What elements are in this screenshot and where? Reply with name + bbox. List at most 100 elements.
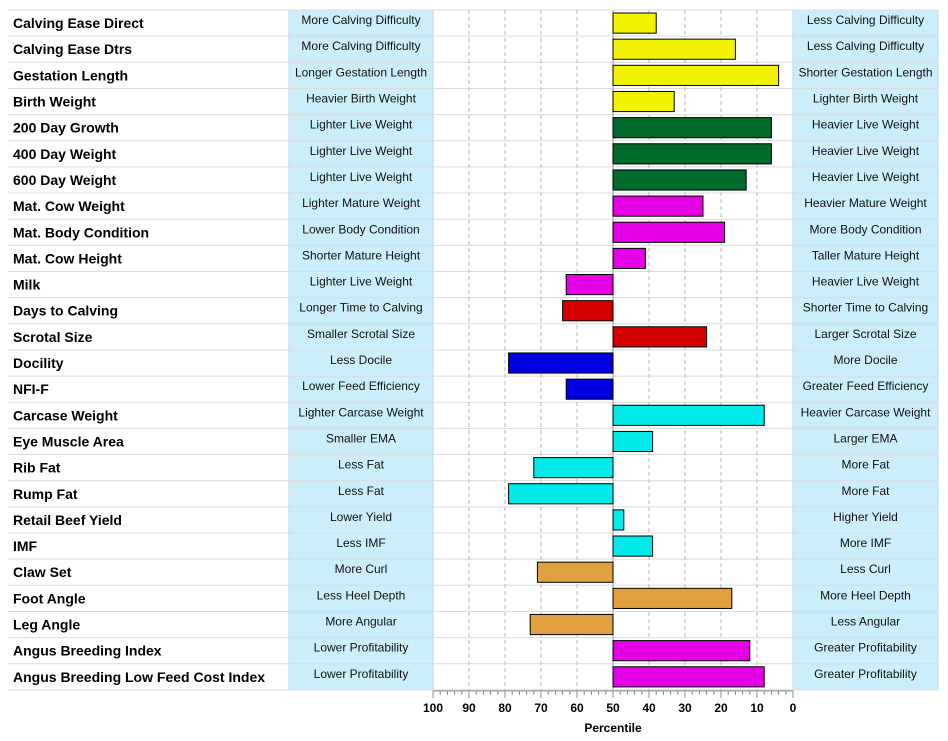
high-descriptor: Heavier Live Weight (812, 170, 920, 184)
high-descriptor: More Fat (841, 458, 890, 472)
bar (565, 378, 614, 400)
high-descriptor: More IMF (840, 536, 891, 550)
trait-label: Mat. Cow Weight (13, 198, 125, 214)
low-descriptor: Longer Gestation Length (295, 65, 427, 79)
bar (612, 326, 708, 348)
low-descriptor: Lighter Mature Weight (302, 196, 421, 210)
low-descriptor: More Angular (325, 615, 396, 629)
low-descriptor: Less Fat (338, 484, 385, 498)
high-descriptor: More Heel Depth (820, 588, 911, 602)
trait-label: Foot Angle (13, 590, 86, 606)
high-descriptor: More Fat (841, 484, 890, 498)
trait-label: Scrotal Size (13, 329, 93, 345)
bar (562, 300, 614, 322)
bar (612, 221, 726, 243)
bar (612, 404, 765, 426)
bar (612, 430, 654, 453)
low-descriptor: Shorter Mature Height (302, 248, 421, 262)
high-descriptor: Less Calving Difficulty (807, 13, 924, 27)
row-labels: Calving Ease Direct More Calving Difficul… (13, 13, 933, 685)
x-tick-label: 0 (790, 701, 797, 715)
low-descriptor: Lighter Live Weight (310, 170, 413, 184)
x-tick-label: 90 (462, 701, 476, 715)
gridlines (8, 9, 939, 691)
low-descriptor: Less Docile (330, 353, 392, 367)
bars (508, 12, 780, 688)
bar (612, 535, 654, 557)
low-descriptor: Less Fat (338, 458, 385, 472)
low-descriptor: Lighter Carcase Weight (298, 405, 424, 419)
bar (612, 640, 751, 662)
bar (612, 587, 733, 609)
trait-label: Retail Beef Yield (13, 512, 122, 528)
low-descriptor: Lower Profitability (314, 641, 409, 655)
trait-label: Angus Breeding Index (13, 643, 162, 659)
x-tick-label: 30 (678, 701, 692, 715)
bar (612, 90, 675, 113)
x-tick-label: 50 (606, 701, 620, 715)
trait-label: Mat. Cow Height (13, 250, 122, 266)
low-descriptor: Lower Yield (330, 510, 392, 524)
bar (612, 247, 646, 270)
high-descriptor: Heavier Carcase Weight (801, 405, 931, 419)
trait-label: Rib Fat (13, 460, 61, 476)
high-descriptor: Less Curl (840, 562, 891, 576)
low-descriptor: Less IMF (336, 536, 385, 550)
bar (612, 143, 772, 165)
trait-label: Leg Angle (13, 617, 80, 633)
high-descriptor: Greater Profitability (814, 667, 917, 681)
bar (612, 117, 772, 139)
high-descriptor: Shorter Gestation Length (798, 65, 932, 79)
trait-label: Carcase Weight (13, 407, 118, 423)
low-descriptor: Lighter Live Weight (310, 144, 413, 158)
bar (536, 561, 614, 583)
high-descriptor: Heavier Mature Weight (804, 196, 927, 210)
high-descriptor: Lighter Birth Weight (813, 92, 919, 106)
high-descriptor: Greater Feed Efficiency (803, 379, 929, 393)
trait-label: Calving Ease Direct (13, 15, 144, 31)
trait-label: Rump Fat (13, 486, 78, 502)
x-tick-label: 40 (642, 701, 656, 715)
trait-label: Angus Breeding Low Feed Cost Index (13, 669, 265, 685)
high-descriptor: More Body Condition (809, 222, 921, 236)
bar (529, 613, 614, 636)
trait-label: 600 Day Weight (13, 172, 117, 188)
bar (612, 64, 780, 86)
high-descriptor: Higher Yield (833, 510, 898, 524)
low-descriptor: More Calving Difficulty (301, 13, 420, 27)
x-axis: 100 90 80 70 60 50 40 30 20 10 0 (423, 690, 797, 715)
low-descriptor: Lower Body Condition (302, 222, 419, 236)
bar (508, 352, 614, 374)
low-descriptor: More Calving Difficulty (301, 39, 420, 53)
trait-label: Days to Calving (13, 303, 118, 319)
low-descriptor: Smaller EMA (326, 431, 396, 445)
high-descriptor: Larger Scrotal Size (814, 327, 916, 341)
high-descriptor: Less Calving Difficulty (807, 39, 924, 53)
low-descriptor: Lower Profitability (314, 667, 409, 681)
high-descriptor: Less Angular (831, 615, 900, 629)
trait-label: Gestation Length (13, 67, 128, 83)
trait-label: Milk (13, 277, 40, 293)
low-descriptor: Heavier Birth Weight (306, 92, 416, 106)
bar (508, 483, 614, 505)
trait-label: NFI-F (13, 381, 49, 397)
trait-label: Birth Weight (13, 94, 96, 110)
high-descriptor: Heavier Live Weight (812, 118, 920, 132)
bar (612, 12, 657, 34)
bar (612, 169, 747, 191)
trait-label: Eye Muscle Area (13, 433, 124, 449)
trait-label: 400 Day Weight (13, 146, 117, 162)
low-descriptor: More Curl (335, 562, 388, 576)
x-axis-title: Percentile (584, 721, 642, 735)
low-descriptor: Lighter Live Weight (310, 275, 413, 289)
low-descriptor: Lower Feed Efficiency (302, 379, 420, 393)
low-descriptor: Lighter Live Weight (310, 118, 413, 132)
trait-label: Mat. Body Condition (13, 224, 149, 240)
high-descriptor: More Docile (833, 353, 897, 367)
x-tick-label: 70 (534, 701, 548, 715)
low-descriptor: Smaller Scrotal Size (307, 327, 415, 341)
bar (565, 274, 614, 296)
bar (612, 666, 765, 688)
x-tick-label: 80 (498, 701, 512, 715)
